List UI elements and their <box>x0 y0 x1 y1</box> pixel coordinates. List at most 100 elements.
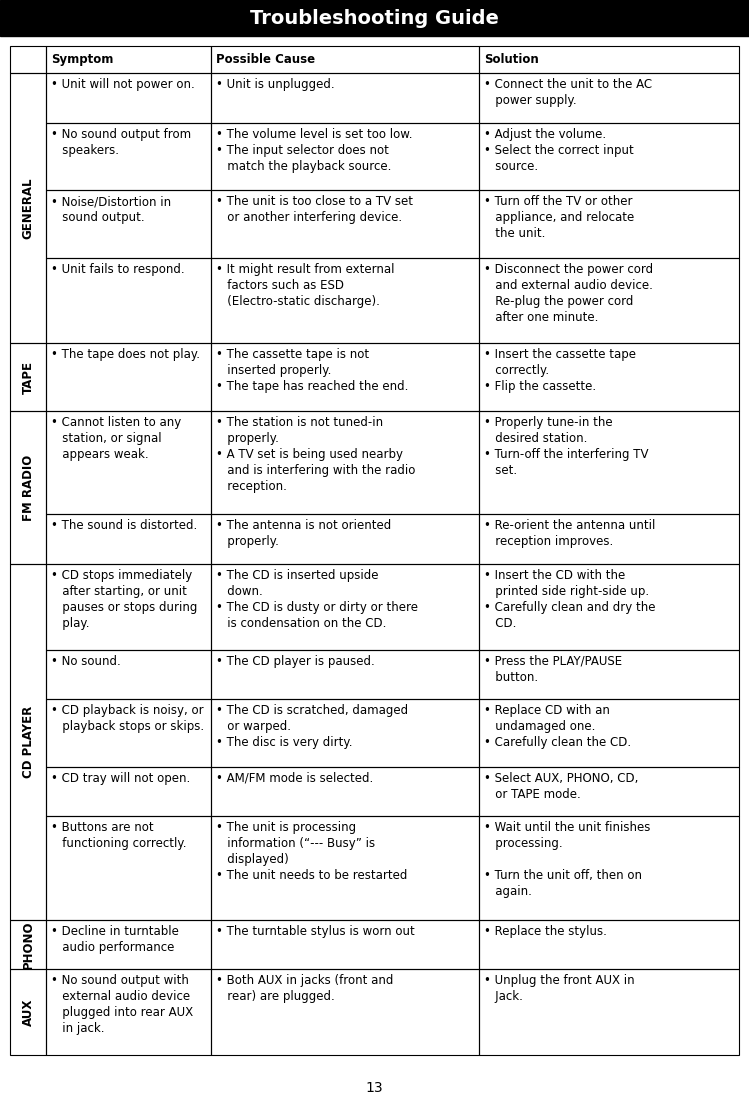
Text: • Both AUX in jacks (front and
   rear) are plugged.: • Both AUX in jacks (front and rear) are… <box>216 975 393 1003</box>
Text: • The sound is distorted.: • The sound is distorted. <box>51 519 197 532</box>
Text: • The antenna is not oriented
   properly.: • The antenna is not oriented properly. <box>216 519 391 548</box>
Bar <box>10 969 46 1055</box>
Text: AUX: AUX <box>22 999 34 1026</box>
Bar <box>211 46 479 73</box>
Text: • The cassette tape is not
   inserted properly.
• The tape has reached the end.: • The cassette tape is not inserted prop… <box>216 349 408 394</box>
Text: • No sound output from
   speakers.: • No sound output from speakers. <box>51 128 191 156</box>
Text: • Unit is unplugged.: • Unit is unplugged. <box>216 78 335 91</box>
Text: • Cannot listen to any
   station, or signal
   appears weak.: • Cannot listen to any station, or signa… <box>51 416 181 461</box>
Text: • Re-orient the antenna until
   reception improves.: • Re-orient the antenna until reception … <box>484 519 655 548</box>
Bar <box>211 920 479 969</box>
Bar <box>479 411 739 515</box>
Bar <box>211 257 479 343</box>
Bar <box>479 969 739 1055</box>
Text: • The CD is inserted upside
   down.
• The CD is dusty or dirty or there
   is c: • The CD is inserted upside down. • The … <box>216 569 418 630</box>
Text: Solution: Solution <box>484 53 539 66</box>
Text: • Buttons are not
   functioning correctly.: • Buttons are not functioning correctly. <box>51 822 187 850</box>
Bar <box>46 969 211 1055</box>
Bar <box>211 816 479 920</box>
Text: • CD tray will not open.: • CD tray will not open. <box>51 772 190 784</box>
Text: • CD playback is noisy, or
   playback stops or skips.: • CD playback is noisy, or playback stop… <box>51 704 204 734</box>
Text: • Replace CD with an
   undamaged one.
• Carefully clean the CD.: • Replace CD with an undamaged one. • Ca… <box>484 704 631 749</box>
Text: • Turn off the TV or other
   appliance, and relocate
   the unit.: • Turn off the TV or other appliance, an… <box>484 195 634 240</box>
Bar <box>0 0 749 36</box>
Bar <box>479 700 739 767</box>
Text: • The CD is scratched, damaged
   or warped.
• The disc is very dirty.: • The CD is scratched, damaged or warped… <box>216 704 408 749</box>
Bar <box>46 564 211 649</box>
Text: • The volume level is set too low.
• The input selector does not
   match the pl: • The volume level is set too low. • The… <box>216 128 413 173</box>
Bar <box>211 564 479 649</box>
Text: • The unit is too close to a TV set
   or another interfering device.: • The unit is too close to a TV set or a… <box>216 195 413 224</box>
Bar <box>10 343 46 411</box>
Bar <box>211 767 479 816</box>
Text: • Noise/Distortion in
   sound output.: • Noise/Distortion in sound output. <box>51 195 171 224</box>
Bar <box>46 649 211 700</box>
Text: • Wait until the unit finishes
   processing.

• Turn the unit off, then on
   a: • Wait until the unit finishes processin… <box>484 822 650 899</box>
Text: Symptom: Symptom <box>51 53 113 66</box>
Bar <box>46 700 211 767</box>
Text: • Adjust the volume.
• Select the correct input
   source.: • Adjust the volume. • Select the correc… <box>484 128 634 173</box>
Bar <box>479 920 739 969</box>
Bar <box>479 46 739 73</box>
Bar <box>211 515 479 564</box>
Bar <box>10 564 46 920</box>
Text: • Connect the unit to the AC
   power supply.: • Connect the unit to the AC power suppl… <box>484 78 652 107</box>
Text: • Unit fails to respond.: • Unit fails to respond. <box>51 263 184 276</box>
Bar <box>46 920 211 969</box>
Text: • Decline in turntable
   audio performance: • Decline in turntable audio performance <box>51 925 179 954</box>
Bar <box>46 123 211 190</box>
Bar <box>479 649 739 700</box>
Bar <box>211 123 479 190</box>
Bar <box>211 649 479 700</box>
Bar <box>479 123 739 190</box>
Text: • No sound.: • No sound. <box>51 654 121 668</box>
Text: CD PLAYER: CD PLAYER <box>22 706 34 778</box>
Bar <box>10 46 46 73</box>
Bar <box>46 257 211 343</box>
Bar <box>479 257 739 343</box>
Bar <box>211 73 479 123</box>
Text: • The tape does not play.: • The tape does not play. <box>51 349 200 361</box>
Text: • No sound output with
   external audio device
   plugged into rear AUX
   in j: • No sound output with external audio de… <box>51 975 193 1035</box>
Text: • Replace the stylus.: • Replace the stylus. <box>484 925 607 938</box>
Bar <box>479 564 739 649</box>
Text: • The unit is processing
   information (“--- Busy” is
   displayed)
• The unit : • The unit is processing information (“-… <box>216 822 407 882</box>
Bar <box>211 411 479 515</box>
Bar <box>479 515 739 564</box>
Text: • Insert the cassette tape
   correctly.
• Flip the cassette.: • Insert the cassette tape correctly. • … <box>484 349 636 394</box>
Bar <box>46 46 211 73</box>
Bar <box>211 343 479 411</box>
Text: • Press the PLAY/PAUSE
   button.: • Press the PLAY/PAUSE button. <box>484 654 622 683</box>
Bar <box>46 515 211 564</box>
Bar <box>10 920 46 969</box>
Text: • Select AUX, PHONO, CD,
   or TAPE mode.: • Select AUX, PHONO, CD, or TAPE mode. <box>484 772 638 801</box>
Bar <box>46 190 211 257</box>
Bar <box>211 190 479 257</box>
Text: 13: 13 <box>366 1081 383 1094</box>
Bar <box>46 411 211 515</box>
Text: • AM/FM mode is selected.: • AM/FM mode is selected. <box>216 772 373 784</box>
Text: • CD stops immediately
   after starting, or unit
   pauses or stops during
   p: • CD stops immediately after starting, o… <box>51 569 198 630</box>
Bar <box>479 343 739 411</box>
Bar <box>211 700 479 767</box>
Bar <box>479 767 739 816</box>
Text: • Unit will not power on.: • Unit will not power on. <box>51 78 195 91</box>
Bar <box>46 767 211 816</box>
Bar <box>479 816 739 920</box>
Text: • It might result from external
   factors such as ESD
   (Electro-static discha: • It might result from external factors … <box>216 263 395 308</box>
Text: • Unplug the front AUX in
   Jack.: • Unplug the front AUX in Jack. <box>484 975 634 1003</box>
Text: • Insert the CD with the
   printed side right-side up.
• Carefully clean and dr: • Insert the CD with the printed side ri… <box>484 569 655 630</box>
Text: • Properly tune-in the
   desired station.
• Turn-off the interfering TV
   set.: • Properly tune-in the desired station. … <box>484 416 649 477</box>
Text: Possible Cause: Possible Cause <box>216 53 315 66</box>
Bar <box>211 969 479 1055</box>
Bar <box>479 190 739 257</box>
Text: • The CD player is paused.: • The CD player is paused. <box>216 654 374 668</box>
Text: • Disconnect the power cord
   and external audio device.
   Re-plug the power c: • Disconnect the power cord and external… <box>484 263 653 323</box>
Text: GENERAL: GENERAL <box>22 177 34 239</box>
Text: Troubleshooting Guide: Troubleshooting Guide <box>250 9 499 28</box>
Bar <box>46 343 211 411</box>
Text: • The turntable stylus is worn out: • The turntable stylus is worn out <box>216 925 415 938</box>
Bar <box>46 73 211 123</box>
Text: FM RADIO: FM RADIO <box>22 454 34 520</box>
Text: • The station is not tuned-in
   properly.
• A TV set is being used nearby
   an: • The station is not tuned-in properly. … <box>216 416 416 493</box>
